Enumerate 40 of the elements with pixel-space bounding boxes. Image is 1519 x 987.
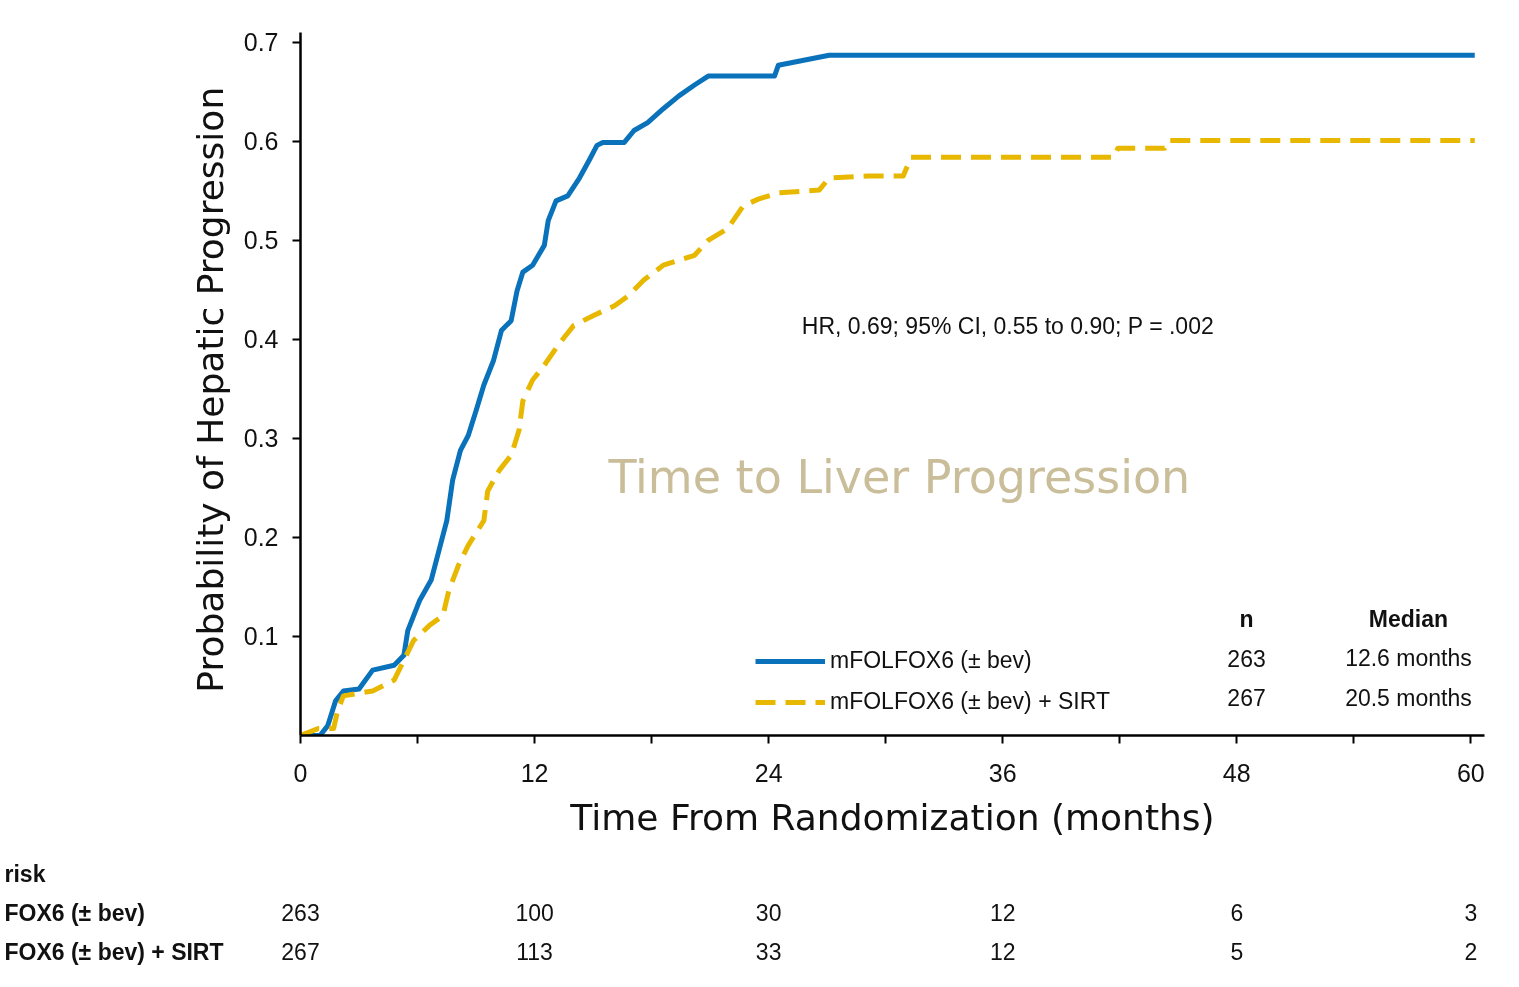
text: 100 bbox=[515, 900, 554, 926]
text: 267 bbox=[281, 939, 320, 965]
y-tick-label: 0.5 bbox=[243, 226, 279, 255]
annotation: Median bbox=[1368, 605, 1449, 632]
x-tick-label: 0 bbox=[293, 758, 308, 787]
text: 33 bbox=[755, 939, 782, 965]
x-tick-label: 36 bbox=[988, 758, 1017, 787]
text: 12 bbox=[989, 939, 1016, 965]
annotation: 20.5 months bbox=[1345, 684, 1472, 711]
text: 5 bbox=[1230, 939, 1244, 965]
annotation: 263 bbox=[1227, 645, 1266, 672]
x-tick-label: 60 bbox=[1456, 758, 1485, 787]
text: FOX6 (± bev) bbox=[4, 899, 145, 926]
legend-label: mFOLFOX6 (± bev) + SIRT bbox=[830, 688, 1110, 715]
text: 263 bbox=[281, 900, 320, 926]
y-tick-label: 0.4 bbox=[243, 325, 279, 354]
y-tick-label: 0.1 bbox=[243, 622, 279, 651]
text: 113 bbox=[516, 939, 553, 965]
annotation: n bbox=[1239, 605, 1254, 632]
y-tick-label: 0.7 bbox=[243, 28, 279, 57]
y-tick-label: 0.2 bbox=[243, 523, 279, 552]
legend-label: mFOLFOX6 (± bev) bbox=[830, 647, 1032, 674]
y-tick-label: 0.6 bbox=[243, 127, 279, 156]
x-axis-title: Time From Randomization (months) bbox=[569, 796, 1215, 838]
y-tick-label: 0.3 bbox=[243, 424, 279, 453]
x-tick-label: 48 bbox=[1222, 758, 1251, 787]
annotation: 267 bbox=[1227, 685, 1266, 712]
annotation: 12.6 months bbox=[1345, 645, 1472, 672]
text: 30 bbox=[755, 900, 782, 926]
text: 2 bbox=[1464, 939, 1478, 965]
text: FOX6 (± bev) + SIRT bbox=[4, 938, 224, 965]
text: 6 bbox=[1230, 900, 1244, 926]
x-tick-label: 24 bbox=[754, 758, 783, 787]
annotation: HR, 0.69; 95% CI, 0.55 to 0.90; P = .002 bbox=[801, 312, 1214, 339]
text: risk bbox=[4, 860, 46, 887]
annotation: Time to Liver Progression bbox=[607, 450, 1191, 505]
y-axis-title: Probability of Hepatic Progression bbox=[189, 86, 231, 693]
x-tick-label: 12 bbox=[520, 758, 549, 787]
text: 12 bbox=[989, 900, 1016, 926]
text: 3 bbox=[1464, 900, 1478, 926]
